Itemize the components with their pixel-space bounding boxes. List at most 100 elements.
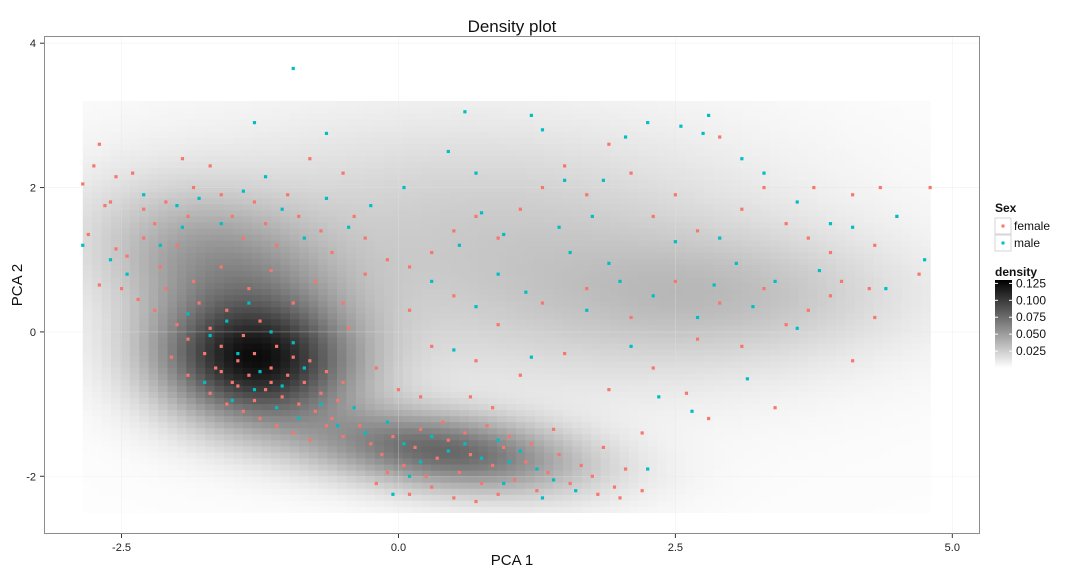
density-cell <box>478 270 489 277</box>
density-cell <box>723 470 734 477</box>
density-cell <box>685 131 696 138</box>
density-cell <box>374 228 385 235</box>
density-cell <box>694 125 705 132</box>
density-cell <box>139 336 150 344</box>
density-cell <box>111 361 122 368</box>
density-cell <box>468 482 479 489</box>
density-cell <box>647 258 658 265</box>
density-cell <box>327 264 338 271</box>
density-cell <box>685 125 696 132</box>
density-cell <box>346 131 357 138</box>
density-cell <box>92 342 103 350</box>
density-cell <box>167 391 178 398</box>
density-cell <box>289 252 300 259</box>
density-cell <box>139 355 150 362</box>
density-cell <box>111 403 122 411</box>
density-cell <box>666 312 677 320</box>
density-cell <box>600 488 611 495</box>
density-cell <box>336 482 347 489</box>
density-cell <box>374 330 385 338</box>
density-cell <box>431 488 442 495</box>
density-cell <box>224 234 235 241</box>
density-cell <box>534 312 545 320</box>
density-cell <box>374 240 385 247</box>
density-cell <box>176 137 187 144</box>
density-cell <box>402 379 413 386</box>
density-cell <box>468 167 479 175</box>
density-cell <box>685 137 696 144</box>
density-cell <box>440 240 451 247</box>
density-cell <box>412 258 423 265</box>
density-cell <box>289 100 300 108</box>
density-cell <box>195 203 206 211</box>
density-cell <box>346 143 357 150</box>
density-cell <box>176 167 187 175</box>
density-cell <box>619 197 630 205</box>
density-cell <box>280 427 291 435</box>
density-cell <box>647 342 658 350</box>
density-cell <box>421 107 432 114</box>
density-cell <box>402 167 413 175</box>
density-cell <box>346 379 357 386</box>
density-cell <box>101 119 112 126</box>
density-cell <box>346 246 357 253</box>
density-cell <box>431 240 442 247</box>
density-cell <box>468 143 479 150</box>
density-cell <box>412 185 423 193</box>
density-cell <box>82 149 93 157</box>
density-cell <box>628 403 639 411</box>
density-cell <box>694 367 705 374</box>
density-cell <box>506 355 517 362</box>
density-cell <box>478 439 489 447</box>
density-cell <box>421 391 432 398</box>
density-cell <box>365 330 376 338</box>
density-cell <box>600 270 611 277</box>
density-cell <box>487 355 498 362</box>
density-cell <box>572 457 583 465</box>
density-cell <box>741 161 752 169</box>
density-cell <box>525 276 536 284</box>
density-cell <box>242 234 253 241</box>
density-cell <box>506 155 517 163</box>
density-cell <box>657 209 668 217</box>
density-cell <box>638 385 649 392</box>
density-cell <box>760 379 771 386</box>
density-cell <box>412 373 423 380</box>
density-cell <box>751 342 762 350</box>
density-cell <box>421 306 432 314</box>
density-cell <box>610 185 621 193</box>
density-cell <box>760 494 771 501</box>
density-cell <box>402 361 413 368</box>
density-cell <box>82 240 93 247</box>
density-cell <box>176 228 187 235</box>
density-cell <box>449 300 460 308</box>
density-cell <box>675 258 686 265</box>
density-cell <box>657 185 668 193</box>
density-cell <box>412 355 423 362</box>
density-cell <box>336 306 347 314</box>
density-cell <box>647 179 658 187</box>
density-cell <box>158 500 169 507</box>
density-cell <box>553 228 564 235</box>
density-cell <box>412 234 423 241</box>
density-cell <box>666 415 677 423</box>
density-cell <box>167 197 178 205</box>
density-cell <box>252 433 263 441</box>
density-cell <box>628 427 639 435</box>
density-cell <box>666 463 677 471</box>
density-cell <box>610 173 621 181</box>
density-cell <box>760 373 771 380</box>
density-cell <box>82 488 93 495</box>
density-cell <box>657 463 668 471</box>
density-cell <box>610 349 621 356</box>
density-cell <box>619 246 630 253</box>
density-cell <box>534 113 545 120</box>
density-cell <box>440 234 451 241</box>
density-cell <box>242 500 253 507</box>
density-cell <box>534 330 545 338</box>
density-cell <box>327 173 338 181</box>
density-cell <box>723 312 734 320</box>
density-cell <box>619 300 630 308</box>
density-cell <box>647 312 658 320</box>
